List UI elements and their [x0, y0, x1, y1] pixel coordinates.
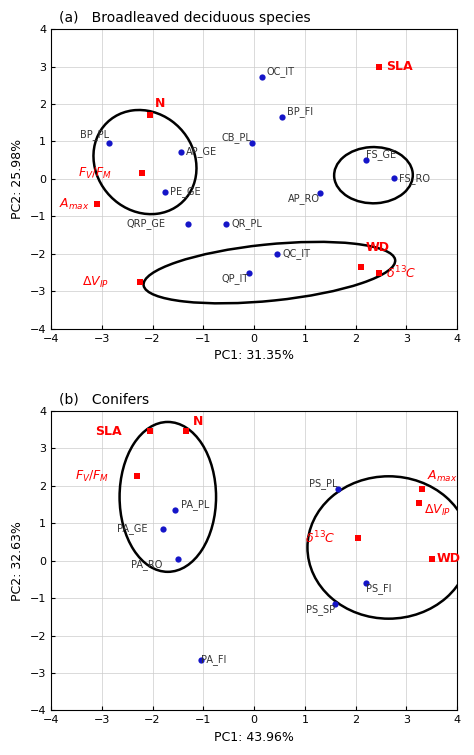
Text: $F_V/F_M$: $F_V/F_M$ [78, 166, 112, 181]
Text: PS_FI: PS_FI [366, 583, 392, 594]
Text: OC_IT: OC_IT [267, 66, 295, 77]
Text: QR_PL: QR_PL [231, 218, 262, 230]
Text: BP_FI: BP_FI [287, 106, 313, 117]
Text: PA_PL: PA_PL [181, 499, 209, 510]
Text: WD: WD [437, 552, 461, 565]
Text: QC_IT: QC_IT [282, 248, 310, 259]
Text: $\delta^{13}C$: $\delta^{13}C$ [305, 530, 336, 547]
Text: $\Delta V_{IP}$: $\Delta V_{IP}$ [82, 274, 109, 289]
Text: QP_IT: QP_IT [222, 273, 249, 284]
Y-axis label: PC2: 25.98%: PC2: 25.98% [11, 139, 24, 219]
X-axis label: PC1: 43.96%: PC1: 43.96% [214, 731, 294, 744]
Text: BP_PL: BP_PL [80, 128, 109, 140]
Text: $\Delta V_{IP}$: $\Delta V_{IP}$ [424, 503, 451, 518]
Text: N: N [193, 414, 203, 427]
Text: WD: WD [366, 241, 390, 254]
Y-axis label: PC2: 32.63%: PC2: 32.63% [11, 521, 24, 600]
Text: PA_GE: PA_GE [117, 523, 147, 535]
Text: PS_PL: PS_PL [310, 479, 338, 489]
Text: SLA: SLA [95, 425, 122, 438]
Text: $A_{max}$: $A_{max}$ [59, 197, 89, 212]
Text: N: N [155, 97, 165, 109]
Text: PA_RO: PA_RO [131, 559, 163, 569]
Text: FS_GE: FS_GE [366, 149, 396, 160]
Text: FS_RO: FS_RO [399, 173, 430, 183]
Text: (a)   Broadleaved deciduous species: (a) Broadleaved deciduous species [59, 11, 311, 25]
X-axis label: PC1: 31.35%: PC1: 31.35% [214, 350, 294, 362]
Text: PA_FI: PA_FI [201, 655, 226, 665]
Text: QRP_GE: QRP_GE [126, 218, 165, 230]
Text: PE_GE: PE_GE [170, 186, 201, 198]
Text: AP_GE: AP_GE [186, 146, 217, 157]
Text: PS_SP: PS_SP [306, 604, 336, 615]
Text: $A_{max}$: $A_{max}$ [427, 469, 457, 484]
Text: CB_PL: CB_PL [222, 131, 252, 143]
Text: SLA: SLA [386, 60, 413, 73]
Text: $F_V/F_M$: $F_V/F_M$ [75, 469, 109, 484]
Text: (b)   Conifers: (b) Conifers [59, 393, 149, 407]
Text: AP_RO: AP_RO [288, 193, 320, 204]
Text: $\delta^{13}C$: $\delta^{13}C$ [386, 264, 417, 281]
